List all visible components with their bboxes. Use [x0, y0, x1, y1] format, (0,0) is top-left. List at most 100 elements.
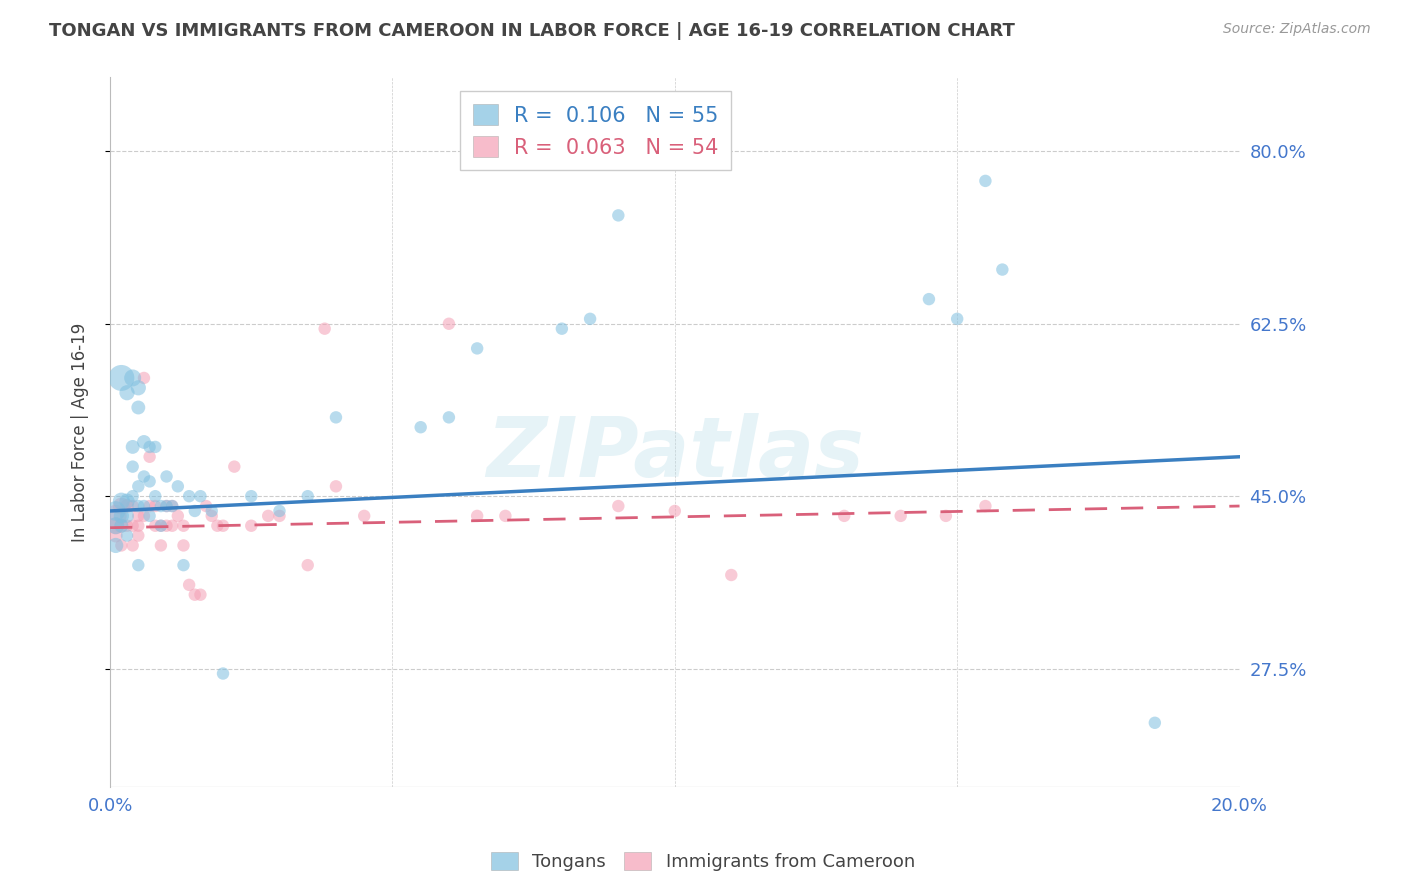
Point [166, 508, 188, 523]
Point [110, 518, 132, 533]
Point [974, 174, 997, 188]
Point [918, 292, 941, 306]
Point [173, 558, 195, 573]
Point [132, 469, 155, 483]
Point [143, 489, 166, 503]
Point [173, 518, 195, 533]
Point [297, 489, 319, 503]
Point [127, 479, 149, 493]
Point [127, 508, 149, 523]
Text: Source: ZipAtlas.com: Source: ZipAtlas.com [1223, 22, 1371, 37]
Point [314, 321, 336, 335]
Point [240, 518, 263, 533]
Point [121, 518, 143, 533]
Point [110, 508, 132, 523]
Point [212, 666, 235, 681]
Point [155, 499, 177, 513]
Point [179, 578, 201, 592]
Point [138, 475, 160, 489]
Point [149, 518, 172, 533]
Point [935, 508, 957, 523]
Legend: Tongans, Immigrants from Cameroon: Tongans, Immigrants from Cameroon [484, 845, 922, 879]
Point [143, 440, 166, 454]
Text: ZIPatlas: ZIPatlas [486, 413, 863, 494]
Point [664, 504, 686, 518]
Point [207, 518, 229, 533]
Point [127, 499, 149, 513]
Point [155, 518, 177, 533]
Point [579, 311, 602, 326]
Point [240, 489, 263, 503]
Point [127, 401, 149, 415]
Point [353, 508, 375, 523]
Point [110, 538, 132, 552]
Point [127, 528, 149, 542]
Point [115, 518, 138, 533]
Y-axis label: In Labor Force | Age 16-19: In Labor Force | Age 16-19 [72, 323, 89, 541]
Point [115, 528, 138, 542]
Point [115, 508, 138, 523]
Point [297, 558, 319, 573]
Point [132, 499, 155, 513]
Point [269, 504, 291, 518]
Point [190, 588, 212, 602]
Point [104, 504, 127, 518]
Point [409, 420, 432, 434]
Point [132, 435, 155, 450]
Point [115, 494, 138, 508]
Point [132, 371, 155, 385]
Point [149, 518, 172, 533]
Point [184, 588, 207, 602]
Point [138, 508, 160, 523]
Point [201, 504, 224, 518]
Point [121, 440, 143, 454]
Point [179, 489, 201, 503]
Point [184, 504, 207, 518]
Point [143, 518, 166, 533]
Point [155, 499, 177, 513]
Point [551, 321, 574, 335]
Point [269, 508, 291, 523]
Point [166, 479, 188, 493]
Point [257, 508, 280, 523]
Point [110, 518, 132, 533]
Point [437, 410, 460, 425]
Point [115, 499, 138, 513]
Point [110, 494, 132, 508]
Point [149, 538, 172, 552]
Point [212, 518, 235, 533]
Point [465, 342, 488, 356]
Point [720, 568, 742, 582]
Point [173, 538, 195, 552]
Point [160, 518, 183, 533]
Point [127, 381, 149, 395]
Point [104, 538, 127, 552]
Text: TONGAN VS IMMIGRANTS FROM CAMEROON IN LABOR FORCE | AGE 16-19 CORRELATION CHART: TONGAN VS IMMIGRANTS FROM CAMEROON IN LA… [49, 22, 1015, 40]
Point [974, 499, 997, 513]
Point [115, 385, 138, 400]
Point [121, 371, 143, 385]
Point [138, 499, 160, 513]
Point [201, 508, 224, 523]
Point [127, 518, 149, 533]
Point [832, 508, 855, 523]
Point [138, 450, 160, 464]
Point [155, 469, 177, 483]
Point [160, 499, 183, 513]
Point [104, 528, 127, 542]
Point [132, 508, 155, 523]
Point [104, 518, 127, 533]
Point [991, 262, 1014, 277]
Point [160, 499, 183, 513]
Point [890, 508, 912, 523]
Point [138, 440, 160, 454]
Point [607, 499, 630, 513]
Point [465, 508, 488, 523]
Point [224, 459, 246, 474]
Point [143, 499, 166, 513]
Point [149, 499, 172, 513]
Point [110, 371, 132, 385]
Point [104, 508, 127, 523]
Point [121, 459, 143, 474]
Point [437, 317, 460, 331]
